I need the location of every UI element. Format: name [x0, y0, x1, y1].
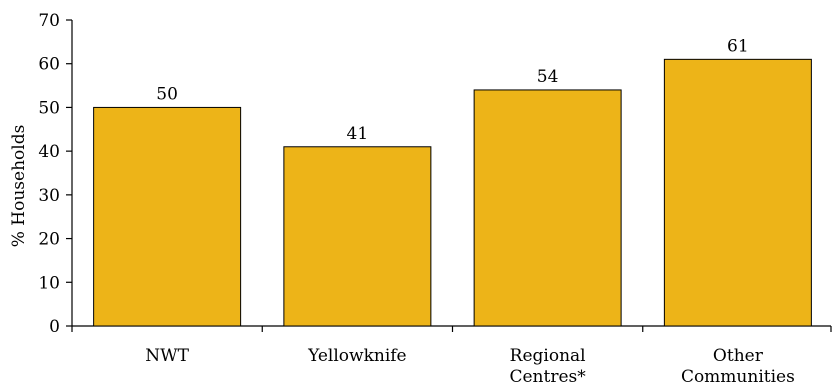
y-ticks: 0 10 20 30 40 50 60 70: [38, 11, 72, 337]
x-axis: [71, 325, 832, 332]
y-tick-label: 50: [38, 98, 60, 118]
y-axis: 0 10 20 30 40 50 60 70: [38, 11, 73, 337]
category-label: Other Communities: [681, 346, 795, 387]
y-tick-label: 30: [38, 186, 60, 206]
y-tick-label: 0: [49, 317, 60, 337]
category-labels: NWT Yellowknife Regional Centres* Other Commu…: [145, 346, 795, 387]
y-axis-title: % Households: [9, 125, 29, 248]
category-label: Regional Centres*: [509, 346, 586, 387]
bar: [663, 58, 812, 327]
x-ticks: [71, 326, 832, 332]
y-tick-label: 20: [38, 230, 60, 250]
y-tick-label: 10: [38, 273, 60, 293]
bar-value-label: 41: [347, 124, 369, 144]
y-tick-label: 70: [38, 11, 60, 31]
y-tick-label: 40: [38, 142, 60, 162]
bar: [93, 106, 242, 327]
category-label: Yellowknife: [307, 346, 407, 366]
y-tick-label: 60: [38, 55, 60, 75]
bar-value-label: 54: [537, 67, 559, 87]
bar: [283, 146, 432, 327]
value-labels: 50 41 54 61: [156, 36, 748, 143]
bar: [473, 89, 622, 327]
category-label: NWT: [145, 346, 189, 366]
bars: [93, 58, 812, 327]
bar-value-label: 50: [156, 84, 178, 104]
bar-value-label: 61: [727, 36, 749, 56]
